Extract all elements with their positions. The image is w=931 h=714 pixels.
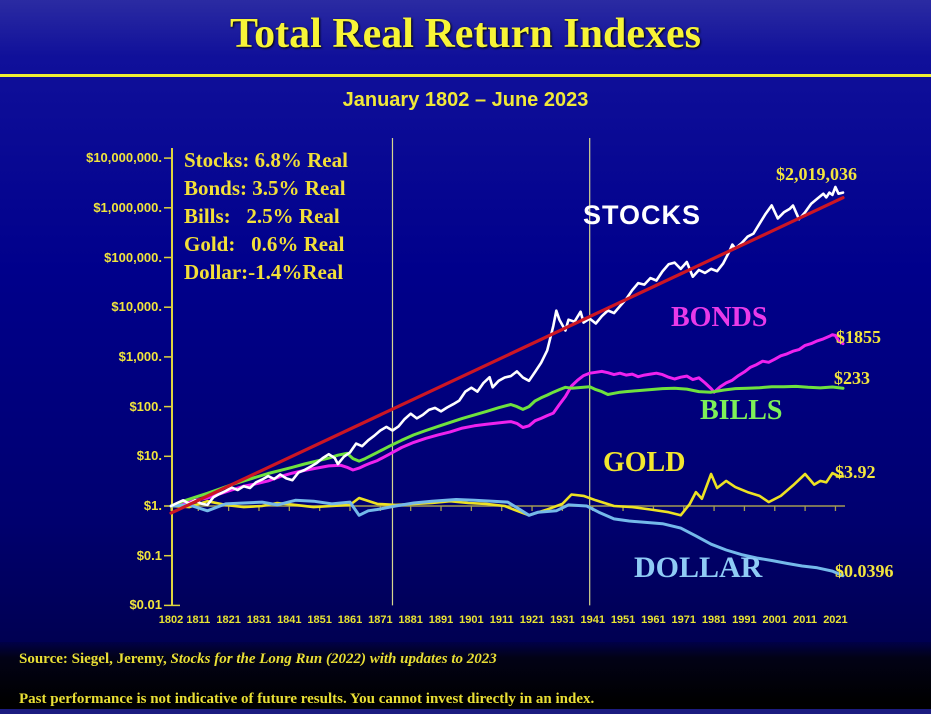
y-axis-tick-label: $100,000. xyxy=(104,249,162,265)
x-axis-tick-label: 1841 xyxy=(277,614,302,626)
source-note: Source: Siegel, Jeremy, Stocks for the L… xyxy=(19,650,497,669)
gold-line xyxy=(169,471,845,517)
x-axis-tick-label: 1981 xyxy=(701,614,727,626)
y-axis-tick-label: $10,000. xyxy=(111,299,162,315)
bills-end-value: $233 xyxy=(834,368,870,388)
source-prefix: Source: Siegel, Jeremy, xyxy=(19,651,171,667)
y-axis-tick-label: $10,000,000. xyxy=(86,150,162,166)
stocks-line xyxy=(169,185,845,508)
dollar-series-label: DOLLAR xyxy=(634,551,763,584)
footer-band xyxy=(0,642,931,714)
x-axis-tick-label: 1911 xyxy=(489,614,514,626)
source-book-title: Stocks for the Long Run (2022) with upda… xyxy=(170,651,497,667)
x-axis-tick-label: 1961 xyxy=(641,614,666,626)
gold-end-value: $3.92 xyxy=(835,462,876,482)
dollar-line xyxy=(169,498,845,578)
bonds-end-value: $1855 xyxy=(836,327,881,347)
page-title: Total Real Return Indexes xyxy=(230,11,701,57)
x-axis-tick-label: 1901 xyxy=(459,614,484,626)
x-axis-tick-label: 1931 xyxy=(550,614,575,626)
y-axis-tick-label: $100. xyxy=(129,398,162,414)
x-axis-tick-label: 1821 xyxy=(216,614,241,626)
x-axis-tick-label: 2001 xyxy=(762,614,787,626)
annotation-line-gold: Gold: 0.6% Real xyxy=(184,232,345,256)
x-axis-tick-label: 1851 xyxy=(307,614,332,626)
annotation-line-dollar: Dollar:-1.4%Real xyxy=(184,260,344,284)
x-axis-tick-label: 1951 xyxy=(610,614,636,626)
title-divider xyxy=(0,74,931,77)
x-axis-tick-label: 1921 xyxy=(519,614,545,626)
stocks-series-label: STOCKS xyxy=(583,200,702,230)
x-axis-tick-label: 1941 xyxy=(580,614,605,626)
bonds-line xyxy=(169,333,845,508)
x-axis-tick-label: 1881 xyxy=(398,614,423,626)
x-axis-tick-label: 2021 xyxy=(823,614,848,626)
dollar-end-value: $0.0396 xyxy=(835,561,894,581)
x-axis-tick-label: 1871 xyxy=(368,614,393,626)
annotation-line-bonds: Bonds: 3.5% Real xyxy=(184,176,346,200)
x-axis-tick-label: 1861 xyxy=(337,614,363,626)
x-axis-tick-label: 1891 xyxy=(428,614,454,626)
x-axis-tick-label: 1831 xyxy=(246,614,272,626)
trend-line xyxy=(169,196,845,515)
x-axis-tick-label: 1811 xyxy=(186,614,211,626)
y-axis-tick-label: $1. xyxy=(143,498,162,513)
x-axis-tick-label: 1802 xyxy=(158,614,184,626)
chart-subtitle: January 1802 – June 2023 xyxy=(342,89,589,111)
y-axis-tick-label: $10. xyxy=(136,448,162,464)
annotation-line-bills: Bills: 2.5% Real xyxy=(184,204,340,228)
bills-line xyxy=(169,384,845,508)
y-axis-tick-label: $1,000,000. xyxy=(93,199,162,215)
x-axis-tick-label: 1991 xyxy=(732,614,757,626)
y-axis-tick-label: $1,000. xyxy=(118,348,162,364)
stocks-end-value: $2,019,036 xyxy=(776,164,857,184)
annotation-line-stocks: Stocks: 6.8% Real xyxy=(184,148,348,172)
bonds-series-label: BONDS xyxy=(671,302,768,333)
disclaimer: Past performance is not indicative of fu… xyxy=(19,691,595,707)
bills-series-label: BILLS xyxy=(700,395,783,426)
x-axis-tick-label: 2011 xyxy=(793,614,818,626)
y-axis-tick-label: $0.1 xyxy=(136,547,162,563)
gold-series-label: GOLD xyxy=(603,447,686,478)
y-axis-tick-label: $0.01 xyxy=(129,597,162,613)
bottom-edge-strip xyxy=(0,709,931,714)
x-axis-tick-label: 1971 xyxy=(671,614,696,626)
returns-annotation: Stocks: 6.8% Real Bonds: 3.5% Real Bills… xyxy=(184,146,348,286)
